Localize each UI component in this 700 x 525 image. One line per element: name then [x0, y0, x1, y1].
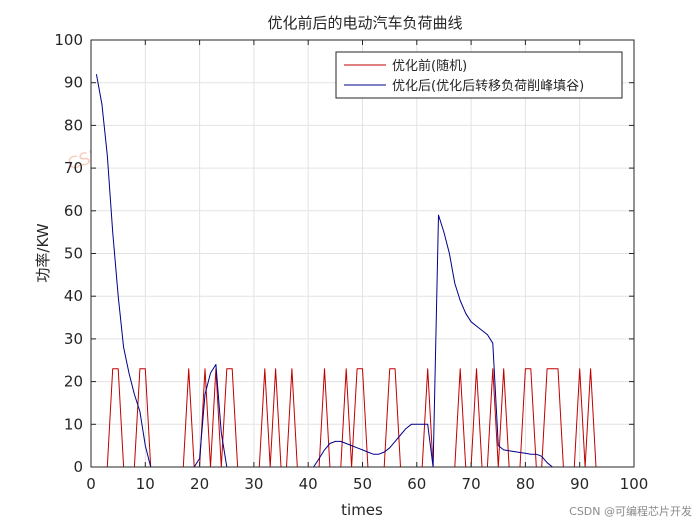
- y-tick-label: 20: [64, 373, 83, 391]
- y-tick-label: 80: [64, 116, 83, 134]
- csdn-credit: CSDN @可编程芯片开发: [569, 505, 692, 518]
- legend-label-2: 优化后(优化后转移负荷削峰填谷): [392, 79, 584, 94]
- x-axis-label: times: [341, 501, 383, 519]
- y-tick-label: 50: [64, 245, 83, 263]
- chart-title: 优化前后的电动汽车负荷曲线: [267, 14, 462, 32]
- y-tick-label: 30: [64, 330, 83, 348]
- legend: 优化前(随机) 优化后(优化后转移负荷削峰填谷): [335, 51, 623, 99]
- x-tick-label: 90: [570, 475, 589, 493]
- y-tick-label: 10: [64, 415, 83, 433]
- x-tick-label: 10: [136, 475, 155, 493]
- y-tick-label: 90: [64, 74, 83, 92]
- x-tick-label: 20: [190, 475, 209, 493]
- x-tick-label: 30: [244, 475, 263, 493]
- legend-label-1: 优化前(随机): [392, 58, 467, 74]
- x-tick-label: 60: [407, 475, 426, 493]
- x-tick-label: 100: [620, 475, 649, 493]
- y-tick-label: 60: [64, 202, 83, 220]
- y-tick-label: 0: [73, 458, 83, 476]
- x-tick-label: 50: [353, 475, 372, 493]
- x-tick-label: 80: [516, 475, 535, 493]
- x-tick-label: 0: [86, 475, 96, 493]
- x-tick-label: 40: [299, 475, 318, 493]
- legend-box: [335, 51, 623, 99]
- y-tick-label: 70: [64, 159, 83, 177]
- y-tick-label: 40: [64, 287, 83, 305]
- y-axis-label: 功率/KW: [34, 223, 52, 282]
- y-tick-label: 100: [54, 31, 83, 49]
- x-tick-label: 70: [462, 475, 481, 493]
- plot-area: 0 10 20 30 40 50 60 70 80 90 100 0 10 20 30 40 50 60 70 80 9…: [54, 31, 648, 493]
